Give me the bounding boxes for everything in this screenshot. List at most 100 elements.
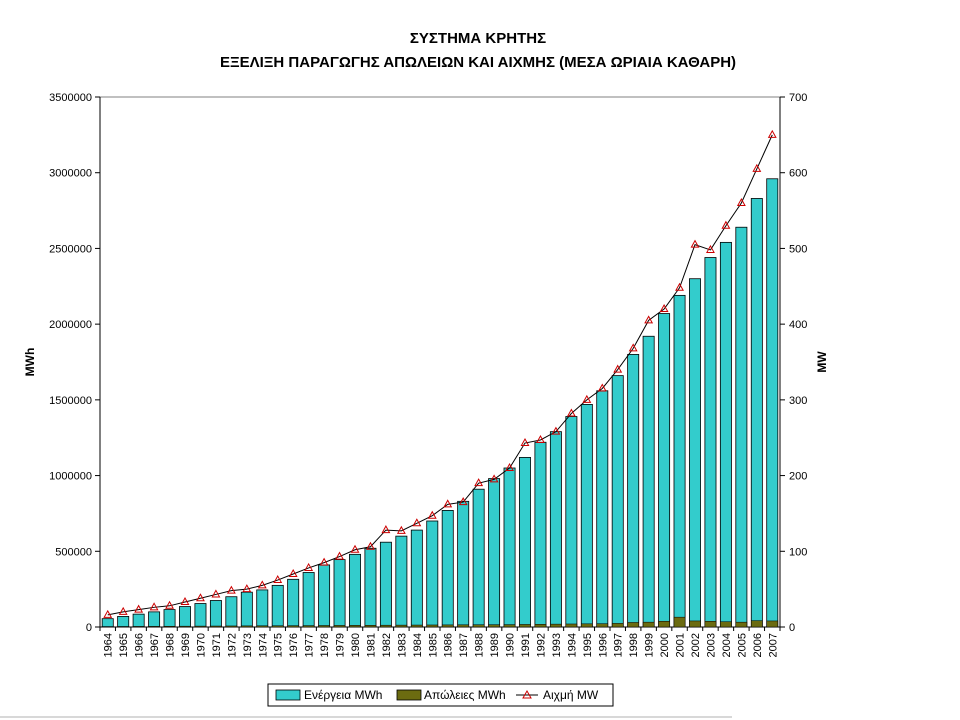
peak-marker-1972 <box>226 585 236 594</box>
energy-bar-1993 <box>549 431 562 628</box>
losses-bar-1983 <box>395 624 408 628</box>
x-tick-label-1970: 1970 <box>195 633 207 657</box>
losses-bar-1985 <box>426 624 439 628</box>
losses-bar-1986 <box>441 624 454 628</box>
peak-marker-1966 <box>134 604 144 613</box>
peak-marker-1999 <box>644 315 654 324</box>
peak-line-series <box>103 129 777 618</box>
x-tick-label-1988: 1988 <box>474 633 486 657</box>
peak-marker-1985 <box>427 510 437 519</box>
x-tick-label-1987: 1987 <box>458 633 470 657</box>
losses-bar-1997 <box>611 623 624 628</box>
peak-marker-2007 <box>767 129 777 138</box>
energy-bar-1984 <box>410 529 423 628</box>
y-tick-label: 1500000 <box>49 395 92 407</box>
y-tick-label: 2500000 <box>49 243 92 255</box>
losses-bar-1980 <box>349 625 361 628</box>
energy-bar-1999 <box>642 335 655 628</box>
y-tick-label: 2000000 <box>49 319 92 331</box>
peak-marker-1964 <box>103 609 113 618</box>
peak-marker-1987 <box>458 497 468 506</box>
energy-bar-1976 <box>287 578 300 628</box>
x-tick-label-1986: 1986 <box>443 633 455 657</box>
x-tick-label-1973: 1973 <box>242 633 254 657</box>
legend-label-peak: Αιχμή MW <box>543 688 599 702</box>
y-tick-label: 1000000 <box>49 471 92 483</box>
x-tick-label-2004: 2004 <box>721 633 733 657</box>
x-tick-label-2005: 2005 <box>736 633 748 657</box>
peak-marker-1993 <box>551 426 561 435</box>
peak-marker-1983 <box>396 525 406 534</box>
energy-bar-1969 <box>179 606 191 628</box>
x-tick-label-2006: 2006 <box>752 633 764 657</box>
axis-ticks: 0 500000 1000000 1500000 2000000 2500000 30000… <box>49 92 807 657</box>
y2-tick-label: 0 <box>789 622 795 634</box>
losses-bars <box>101 616 779 628</box>
x-tick-label-1979: 1979 <box>335 633 347 657</box>
x-tick-label-1995: 1995 <box>582 633 594 657</box>
losses-bar-1979 <box>333 625 346 628</box>
peak-marker-1984 <box>412 518 422 527</box>
losses-bar-2007 <box>766 620 779 628</box>
peak-marker-1998 <box>628 343 638 352</box>
y-tick-label: 0 <box>86 622 92 634</box>
peak-marker-1992 <box>536 434 545 443</box>
x-tick-label-1965: 1965 <box>118 633 130 657</box>
chart-subtitle: ΕΞΕΛΙΞΗ ΠΑΡΑΓΩΓΗΣ ΑΠΩΛΕΙΩΝ ΚΑΙ ΑΙΧΜΗΣ (Μ… <box>220 54 736 71</box>
energy-bar-2007 <box>766 178 779 628</box>
peak-marker-1967 <box>149 602 159 611</box>
y-axis-label: MWh <box>23 348 37 377</box>
x-tick-label-1991: 1991 <box>520 633 532 657</box>
losses-bar-1965 <box>117 626 129 628</box>
peak-marker-1988 <box>474 478 484 487</box>
peak-marker-2005 <box>736 197 746 206</box>
x-tick-label-1964: 1964 <box>103 633 115 657</box>
losses-bar-2002 <box>689 620 701 628</box>
peak-marker-2002 <box>690 239 700 248</box>
peak-marker-1974 <box>257 580 267 589</box>
energy-bar-1977 <box>302 572 315 628</box>
energy-bar-2005 <box>735 226 748 628</box>
losses-bar-1991 <box>519 624 531 628</box>
x-tick-label-1976: 1976 <box>288 633 300 657</box>
losses-bar-1992 <box>534 624 547 628</box>
energy-bar-1992 <box>534 441 547 628</box>
losses-bar-1981 <box>364 625 377 628</box>
losses-bar-1977 <box>302 625 315 628</box>
energy-bars <box>101 178 779 628</box>
x-tick-label-1977: 1977 <box>304 633 316 657</box>
energy-bar-1966 <box>132 613 145 628</box>
peak-marker-1980 <box>350 544 360 553</box>
x-tick-label-1983: 1983 <box>396 633 408 657</box>
x-tick-label-1994: 1994 <box>566 633 578 657</box>
losses-bar-1971 <box>210 625 222 628</box>
peak-marker-2001 <box>675 282 684 291</box>
y-tick-label: 500000 <box>55 546 92 558</box>
energy-bar-1974 <box>256 589 269 628</box>
x-tick-label-1985: 1985 <box>427 633 439 657</box>
x-tick-label-1998: 1998 <box>628 633 640 657</box>
energy-bar-1996 <box>596 390 609 628</box>
legend-swatch-losses <box>396 689 422 701</box>
x-tick-label-2003: 2003 <box>705 633 717 657</box>
peak-marker-1996 <box>597 383 607 392</box>
x-tick-label-2002: 2002 <box>690 633 702 657</box>
peak-marker-1978 <box>319 557 329 566</box>
losses-bar-1990 <box>503 624 516 628</box>
losses-bar-1987 <box>457 624 469 628</box>
losses-bar-1974 <box>256 625 269 628</box>
peak-marker-1968 <box>165 600 174 609</box>
peak-marker-1970 <box>196 593 205 602</box>
peak-marker-1979 <box>335 551 344 560</box>
y2-axis-label: MW <box>815 351 829 373</box>
y2-tick-label: 700 <box>789 92 807 104</box>
x-tick-label-2000: 2000 <box>659 633 671 657</box>
energy-bar-1978 <box>318 564 331 628</box>
energy-bar-2002 <box>689 278 701 628</box>
x-tick-label-1978: 1978 <box>319 633 331 657</box>
losses-bar-1993 <box>550 623 562 628</box>
y2-tick-label: 200 <box>789 471 807 483</box>
legend-box <box>267 683 614 707</box>
x-tick-label-1990: 1990 <box>505 633 517 657</box>
y2-tick-label: 400 <box>789 319 807 331</box>
